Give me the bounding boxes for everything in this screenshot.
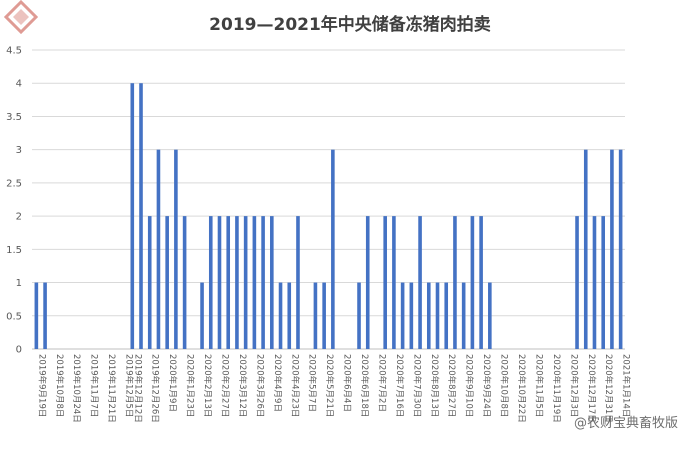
bar [601, 216, 605, 349]
y-tick-label: 1 [16, 278, 22, 289]
bar [357, 282, 361, 349]
x-tick-label: 2020年1月9日 [167, 354, 178, 412]
x-tick-label: 2020年2月13日 [202, 354, 213, 417]
bar [610, 149, 614, 349]
bar [365, 216, 370, 349]
x-tick-label: 2020年4月23日 [289, 354, 300, 417]
y-tick-label: 2.5 [6, 178, 22, 189]
x-tick-label: 2020年9月10日 [464, 354, 475, 417]
bar [488, 282, 492, 349]
x-tick-label: 2020年2月27日 [219, 354, 230, 417]
x-tick-label: 2021年1月14日 [621, 354, 632, 417]
bar [34, 282, 39, 349]
bar [226, 216, 231, 349]
x-tick-label: 2019年11月7日 [89, 354, 100, 417]
x-tick-label: 2019年12月5日 [124, 354, 135, 417]
x-tick-label: 2020年5月21日 [324, 354, 335, 417]
bar [43, 282, 47, 349]
y-tick-label: 2 [16, 212, 22, 223]
x-tick-label: 2020年1月23日 [185, 354, 196, 417]
bar [583, 149, 588, 349]
x-tick-label: 2020年3月26日 [254, 354, 265, 417]
x-tick-label: 2020年8月13日 [429, 354, 440, 417]
bar [261, 216, 265, 349]
logo-icon [4, 0, 38, 34]
bar [182, 216, 187, 349]
x-tick-label: 2019年10月8日 [54, 354, 65, 417]
bar [383, 216, 387, 349]
y-tick-label: 4.5 [6, 46, 22, 57]
bar [174, 149, 178, 349]
bar [313, 282, 318, 349]
bar [470, 216, 475, 349]
y-tick-label: 3.5 [6, 112, 22, 123]
y-tick-label: 1.5 [6, 245, 22, 256]
bar [235, 216, 239, 349]
x-tick-label: 2020年7月30日 [411, 354, 422, 417]
bar [287, 282, 292, 349]
x-tick-label: 2019年12月26日 [150, 354, 161, 423]
x-tick-label: 2020年4月9日 [272, 354, 283, 412]
y-tick-label: 3 [16, 145, 22, 156]
bar [165, 216, 169, 349]
bar [278, 282, 283, 349]
bar [243, 216, 248, 349]
x-tick-label: 2020年11月5日 [533, 354, 544, 417]
bar [575, 216, 579, 349]
bar [426, 282, 431, 349]
x-tick-label: 2019年9月19日 [36, 354, 47, 417]
bar [139, 83, 143, 349]
x-tick-label: 2020年12月31日 [603, 354, 614, 423]
y-tick-label: 0 [16, 345, 22, 356]
x-tick-label: 2020年11月19日 [551, 354, 562, 423]
bar [418, 216, 422, 349]
bar [400, 282, 405, 349]
x-tick-label: 2020年12月3日 [568, 354, 579, 417]
x-tick-label: 2020年6月18日 [359, 354, 370, 417]
x-tick-label: 2020年12月17日 [586, 354, 597, 423]
x-tick-label: 2020年7月16日 [394, 354, 405, 417]
bar [461, 282, 466, 349]
x-tick-label: 2019年11月21日 [106, 354, 117, 423]
bar [592, 216, 597, 349]
bar [331, 149, 335, 349]
bar [156, 149, 161, 349]
bar [200, 282, 204, 349]
y-tick-label: 4 [16, 79, 22, 90]
bar [444, 282, 449, 349]
x-tick-label: 2020年10月8日 [499, 354, 510, 417]
bar [618, 149, 623, 349]
bar [479, 216, 483, 349]
x-tick-label: 2020年3月12日 [237, 354, 248, 417]
bar [453, 216, 457, 349]
y-tick-label: 0.5 [6, 311, 22, 322]
chart-title: 2019—2021年中央储备冻猪肉拍卖 [209, 15, 491, 35]
bar [217, 216, 222, 349]
bar [409, 282, 414, 349]
x-tick-label: 2019年12月12日 [132, 354, 143, 423]
x-tick-label: 2019年10月24日 [71, 354, 82, 423]
bar [147, 216, 152, 349]
x-tick-label: 2020年6月4日 [342, 354, 353, 412]
bar [270, 216, 274, 349]
bar [130, 83, 135, 349]
x-tick-label: 2020年7月2日 [376, 354, 387, 412]
bar [296, 216, 300, 349]
x-tick-label: 2020年8月27日 [446, 354, 457, 417]
bar [435, 282, 440, 349]
watermark-text: @农财宝典畜牧版 [573, 416, 678, 431]
x-tick-label: 2020年5月7日 [307, 354, 318, 412]
bar [252, 216, 257, 349]
x-tick-label: 2020年10月22日 [516, 354, 527, 423]
bar [392, 216, 396, 349]
bar [322, 282, 326, 349]
x-tick-label: 2020年9月24日 [481, 354, 492, 417]
bar [208, 216, 213, 349]
